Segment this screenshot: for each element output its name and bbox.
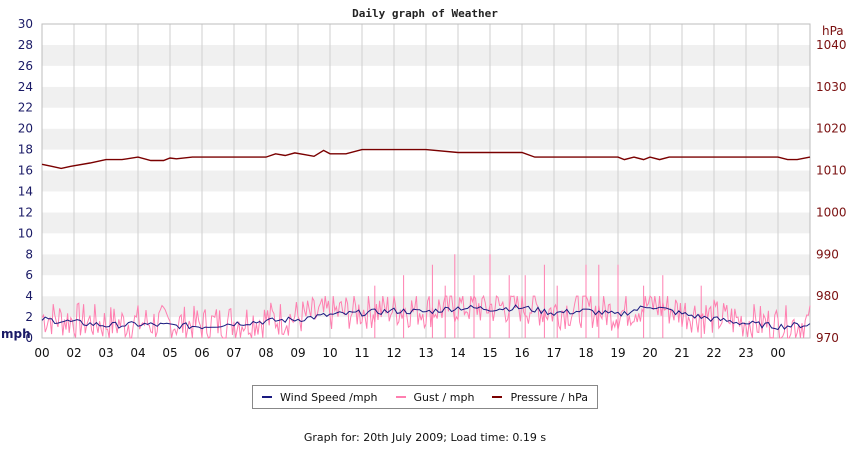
x-tick-label: 11	[354, 346, 369, 360]
wind-swatch-icon	[262, 396, 272, 398]
x-tick-label: 08	[258, 346, 273, 360]
x-tick-label: 00	[34, 346, 49, 360]
chart-legend: Wind Speed /mph Gust / mph Pressure / hP…	[252, 385, 598, 409]
left-tick-label: 14	[18, 184, 33, 198]
right-axis-ticks: 970 980 990 1000 1010 1020 1030 1040	[816, 38, 847, 345]
left-tick-label: 28	[18, 38, 33, 52]
plot-frame	[41, 23, 811, 339]
x-tick-label: 12	[386, 346, 401, 360]
left-tick-label: 12	[18, 205, 33, 219]
wind-speed-line	[41, 304, 811, 331]
right-tick-label: 990	[816, 247, 839, 261]
x-axis-ticks: 00 02 03 04 05 06 07 08 09 10 11 12 13 14 15 16 17 18 19 20…	[34, 346, 785, 360]
x-tick-label: 13	[418, 346, 433, 360]
left-tick-label: 24	[18, 80, 33, 94]
right-tick-label: 1040	[816, 38, 847, 52]
x-tick-label: 09	[290, 346, 305, 360]
left-tick-label: 30	[18, 17, 33, 31]
gust-line	[41, 294, 811, 339]
legend-label-wind: Wind Speed /mph	[280, 390, 378, 404]
grid-lines	[41, 23, 811, 339]
right-tick-label: 970	[816, 331, 839, 345]
x-tick-label: 06	[194, 346, 209, 360]
x-tick-label: 20	[642, 346, 657, 360]
legend-item-pressure: Pressure / hPa	[492, 391, 588, 404]
wind-speed-series	[41, 304, 811, 331]
right-tick-label: 980	[816, 289, 839, 303]
x-tick-label: 14	[450, 346, 465, 360]
left-tick-label: 2	[25, 310, 33, 324]
left-tick-label: 22	[18, 101, 33, 115]
x-tick-label: 04	[130, 346, 145, 360]
right-tick-label: 1000	[816, 205, 847, 219]
weather-chart: Daily graph of Weather 02468101214161820…	[1, 7, 847, 360]
left-tick-label: 16	[18, 164, 33, 178]
left-tick-label: 10	[18, 226, 33, 240]
x-tick-label: 03	[98, 346, 113, 360]
left-tick-label: 8	[25, 247, 33, 261]
x-tick-label: 10	[322, 346, 337, 360]
x-tick-label: 18	[578, 346, 593, 360]
pressure-series	[41, 148, 811, 170]
right-tick-label: 1010	[816, 164, 847, 178]
x-tick-label: 16	[514, 346, 529, 360]
pressure-line	[41, 148, 811, 170]
left-tick-label: 6	[25, 268, 33, 282]
x-tick-label: 02	[66, 346, 81, 360]
legend-item-wind: Wind Speed /mph	[262, 391, 378, 404]
left-tick-label: 20	[18, 122, 33, 136]
graph-footer: Graph for: 20th July 2009; Load time: 0.…	[303, 431, 547, 444]
chart-title: Daily graph of Weather	[352, 7, 498, 20]
legend-item-gust: Gust / mph	[395, 390, 475, 404]
x-tick-label: 23	[738, 346, 753, 360]
x-tick-label: 17	[546, 346, 561, 360]
legend-label-pressure: Pressure / hPa	[510, 390, 588, 404]
left-tick-label: 26	[18, 59, 33, 73]
right-axis-unit: hPa	[822, 24, 844, 38]
x-tick-label: 19	[610, 346, 625, 360]
x-tick-label: 22	[706, 346, 721, 360]
x-tick-label: 00	[770, 346, 785, 360]
x-tick-label: 15	[482, 346, 497, 360]
x-tick-label: 21	[674, 346, 689, 360]
left-tick-label: 0	[25, 331, 33, 345]
gust-swatch-icon	[395, 396, 406, 398]
left-axis-unit: mph	[1, 327, 31, 341]
pressure-swatch-icon	[492, 396, 503, 398]
x-tick-label: 07	[226, 346, 241, 360]
left-tick-label: 4	[25, 289, 33, 303]
legend-label-gust: Gust / mph	[413, 390, 475, 404]
x-tick-label: 05	[162, 346, 177, 360]
left-tick-label: 18	[18, 143, 33, 157]
right-tick-label: 1030	[816, 80, 847, 94]
right-tick-label: 1020	[816, 122, 847, 136]
gust-series	[41, 254, 811, 339]
